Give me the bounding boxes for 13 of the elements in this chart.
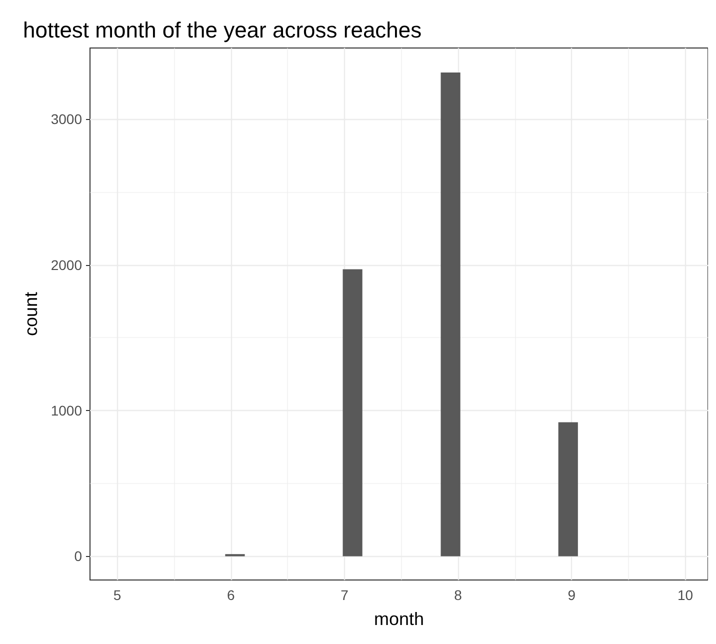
x-tick-label: 9 xyxy=(568,587,576,603)
chart-title: hottest month of the year across reaches xyxy=(23,18,422,42)
x-tick-label: 5 xyxy=(113,587,122,603)
y-tick-label: 0 xyxy=(74,548,82,564)
x-tick-label: 7 xyxy=(340,587,349,603)
x-tick-label: 8 xyxy=(454,587,462,603)
y-axis-title: count xyxy=(20,292,41,336)
y-tick-label: 3000 xyxy=(50,111,82,128)
x-tick-label: 10 xyxy=(677,587,694,603)
x-tick-label: 6 xyxy=(226,587,235,603)
y-tick-label: 2000 xyxy=(50,256,82,273)
x-axis-title: month xyxy=(374,609,424,629)
y-tick-label: 1000 xyxy=(50,402,82,419)
